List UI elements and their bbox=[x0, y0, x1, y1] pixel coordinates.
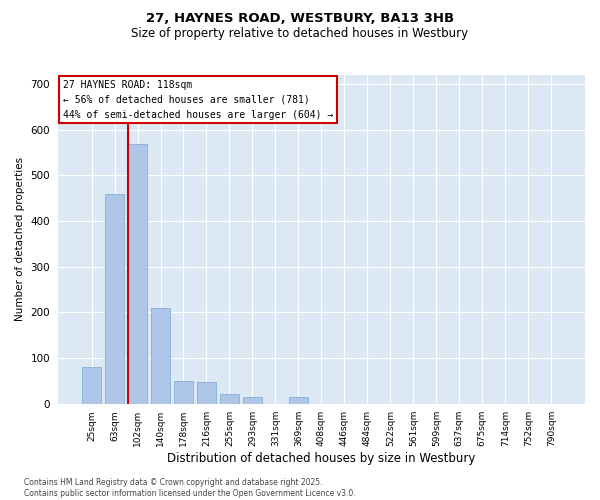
Bar bbox=[289, 397, 308, 404]
Text: Size of property relative to detached houses in Westbury: Size of property relative to detached ho… bbox=[131, 28, 469, 40]
Text: Contains HM Land Registry data © Crown copyright and database right 2025.
Contai: Contains HM Land Registry data © Crown c… bbox=[24, 478, 356, 498]
Bar bbox=[197, 382, 216, 404]
Bar bbox=[151, 308, 170, 404]
Bar bbox=[82, 368, 101, 404]
Bar bbox=[242, 397, 262, 404]
Bar bbox=[174, 381, 193, 404]
Bar bbox=[128, 144, 147, 404]
Bar bbox=[220, 394, 239, 404]
Bar bbox=[105, 194, 124, 404]
X-axis label: Distribution of detached houses by size in Westbury: Distribution of detached houses by size … bbox=[167, 452, 476, 465]
Text: 27, HAYNES ROAD, WESTBURY, BA13 3HB: 27, HAYNES ROAD, WESTBURY, BA13 3HB bbox=[146, 12, 454, 26]
Y-axis label: Number of detached properties: Number of detached properties bbox=[15, 158, 25, 322]
Text: 27 HAYNES ROAD: 118sqm
← 56% of detached houses are smaller (781)
44% of semi-de: 27 HAYNES ROAD: 118sqm ← 56% of detached… bbox=[63, 80, 334, 120]
